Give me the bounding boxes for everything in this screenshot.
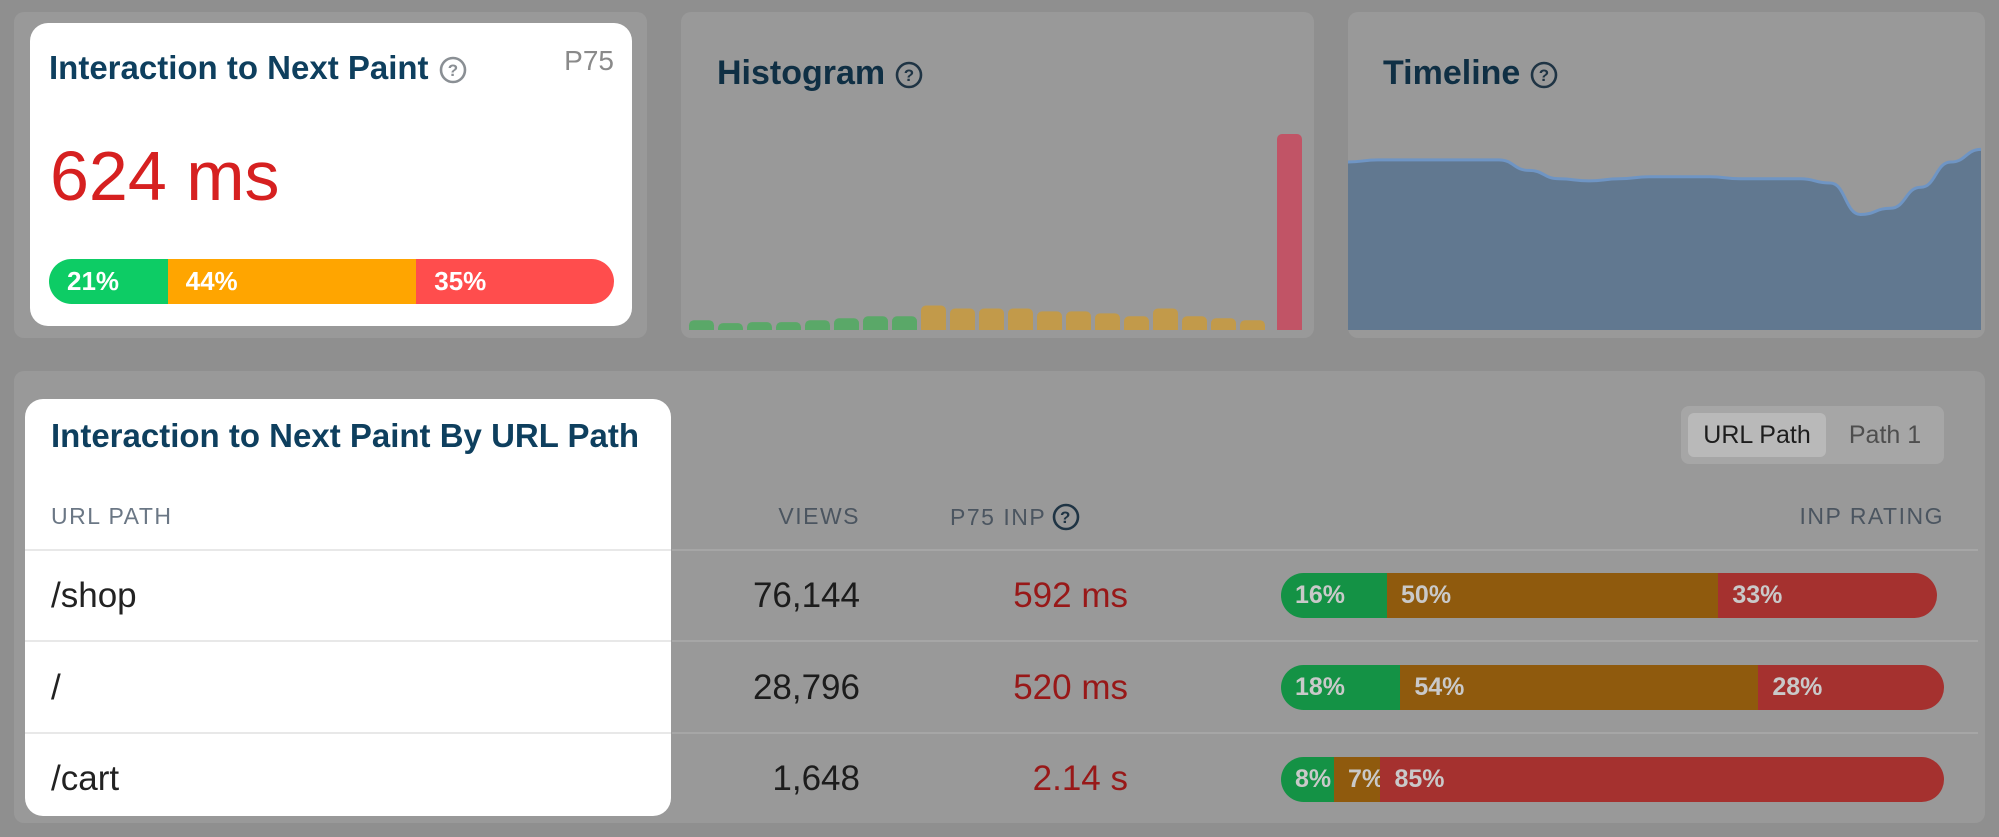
toggle-path-1-label: Path 1 bbox=[1848, 420, 1922, 449]
histogram-bar bbox=[1008, 308, 1033, 330]
histogram-bar bbox=[834, 318, 859, 330]
histogram-bar bbox=[921, 305, 946, 330]
percentile-label: P75 bbox=[564, 45, 614, 76]
toggle-url-path-label: URL Path bbox=[1703, 420, 1811, 449]
histogram-panel bbox=[681, 12, 1314, 338]
row-inp-rating-bar: 16% 50% 33% bbox=[1281, 573, 1937, 618]
histogram-title-text: Histogram bbox=[717, 54, 886, 92]
toggle-url-path[interactable]: URL Path bbox=[1688, 413, 1826, 457]
timeline-title-text: Timeline bbox=[1383, 54, 1521, 92]
row-inp-rating-bar: 8% 7% 85% bbox=[1281, 757, 1944, 802]
row-views: 76,144 bbox=[752, 576, 860, 615]
svg-text:?: ? bbox=[904, 66, 914, 85]
rating-segment: 85% bbox=[1380, 757, 1944, 802]
help-icon[interactable]: ? bbox=[1052, 503, 1080, 531]
url-path-card: Interaction to Next Paint By URL Path UR… bbox=[25, 399, 671, 816]
histogram-bar bbox=[747, 322, 772, 330]
histogram-bar bbox=[805, 320, 830, 330]
inp-card-title-text: Interaction to Next Paint bbox=[49, 49, 429, 86]
svg-text:?: ? bbox=[1539, 66, 1549, 85]
col-header-inp-rating[interactable]: INP RATING bbox=[1799, 503, 1944, 529]
row-divider bbox=[25, 549, 671, 551]
histogram-title: Histogram? bbox=[717, 54, 923, 93]
timeline-line bbox=[1348, 147, 1981, 217]
histogram-bar bbox=[979, 308, 1004, 330]
rating-segment: 18% bbox=[1281, 665, 1401, 710]
group-by-toggle: URL Path Path 1 bbox=[1681, 406, 1944, 464]
row-divider bbox=[25, 640, 671, 642]
histogram-bar bbox=[776, 322, 801, 330]
toggle-path-1[interactable]: Path 1 bbox=[1831, 413, 1939, 457]
histogram-bar bbox=[1277, 134, 1302, 330]
help-icon[interactable]: ? bbox=[439, 56, 467, 84]
inp-distribution-bar: 21% 44% 35% bbox=[49, 259, 614, 304]
row-divider bbox=[25, 732, 671, 734]
histogram-bar bbox=[1095, 313, 1120, 330]
timeline-area bbox=[1348, 149, 1981, 330]
timeline-chart bbox=[1348, 147, 1981, 330]
histogram-bar bbox=[950, 308, 975, 330]
histogram-chart bbox=[689, 134, 1302, 330]
inp-card: Interaction to Next Paint? P75 624 ms 21… bbox=[30, 23, 632, 326]
histogram-bar bbox=[718, 323, 743, 330]
rating-segment: 21% bbox=[49, 259, 168, 304]
rating-segment: 50% bbox=[1387, 573, 1719, 618]
row-inp-rating-bar: 18% 54% 28% bbox=[1281, 665, 1944, 710]
rating-segment: 54% bbox=[1400, 665, 1759, 710]
row-divider bbox=[672, 732, 1978, 734]
inp-value: 624 ms bbox=[50, 137, 280, 215]
by-path-title: Interaction to Next Paint By URL Path bbox=[51, 417, 639, 454]
rating-segment: 44% bbox=[167, 259, 417, 304]
col-header-p75-inp[interactable]: P75 INP? bbox=[950, 503, 1130, 531]
row-divider bbox=[672, 549, 1978, 551]
histogram-bar bbox=[1182, 316, 1207, 330]
inp-card-title: Interaction to Next Paint? bbox=[49, 49, 467, 87]
row-p75-inp: 592 ms bbox=[1013, 576, 1128, 615]
row-views: 1,648 bbox=[772, 759, 860, 798]
help-icon[interactable]: ? bbox=[1530, 61, 1558, 89]
col-header-views[interactable]: VIEWS bbox=[778, 503, 860, 529]
rating-segment: 8% bbox=[1281, 757, 1335, 802]
histogram-bar bbox=[863, 316, 888, 330]
row-p75-inp: 520 ms bbox=[1013, 668, 1128, 707]
rating-segment: 35% bbox=[416, 259, 614, 304]
row-url-path[interactable]: /shop bbox=[51, 576, 137, 615]
svg-text:?: ? bbox=[1060, 508, 1072, 527]
rating-segment: 33% bbox=[1718, 573, 1937, 618]
row-url-path[interactable]: /cart bbox=[51, 759, 120, 798]
svg-text:?: ? bbox=[447, 61, 457, 80]
histogram-bar bbox=[1211, 318, 1236, 330]
col-header-url-path[interactable]: URL PATH bbox=[51, 503, 173, 529]
histogram-bar bbox=[1066, 311, 1091, 330]
row-p75-inp: 2.14 s bbox=[1032, 759, 1128, 798]
rating-segment: 16% bbox=[1281, 573, 1388, 618]
timeline-title: Timeline? bbox=[1383, 54, 1558, 93]
histogram-bar bbox=[1124, 316, 1149, 330]
rating-segment: 28% bbox=[1758, 665, 1944, 710]
row-views: 28,796 bbox=[752, 668, 860, 707]
row-divider bbox=[672, 640, 1978, 642]
histogram-bar bbox=[892, 316, 917, 330]
histogram-bar bbox=[1240, 320, 1265, 330]
row-url-path[interactable]: / bbox=[51, 668, 61, 707]
rating-segment: 7% bbox=[1334, 757, 1384, 802]
histogram-bar bbox=[1153, 308, 1178, 330]
histogram-bar bbox=[689, 320, 714, 330]
help-icon[interactable]: ? bbox=[895, 61, 923, 89]
col-header-p75-inp-label: P75 INP bbox=[950, 504, 1047, 530]
histogram-bar bbox=[1037, 311, 1062, 330]
